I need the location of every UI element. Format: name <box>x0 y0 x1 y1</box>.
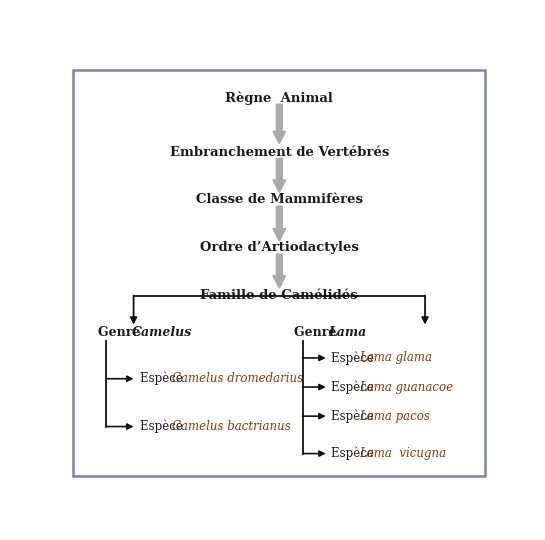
Text: Genre: Genre <box>98 327 144 340</box>
Text: Famille de Camélidés: Famille de Camélidés <box>201 289 358 302</box>
Text: Classe de Mammifères: Classe de Mammifères <box>196 193 363 206</box>
Text: Espèce: Espèce <box>331 351 378 364</box>
Text: Ordre d’Artiodactyles: Ordre d’Artiodactyles <box>200 241 359 254</box>
Text: Lama: Lama <box>329 327 367 340</box>
Text: Camelus: Camelus <box>132 327 192 340</box>
Text: Espèce: Espèce <box>140 372 186 386</box>
FancyArrow shape <box>273 158 286 192</box>
Text: Lama glama: Lama glama <box>360 352 433 365</box>
Text: Espèce: Espèce <box>331 380 378 394</box>
Text: Genre: Genre <box>294 327 341 340</box>
Text: Règne  Animal: Règne Animal <box>226 91 333 105</box>
Text: Lama pacos: Lama pacos <box>360 410 431 423</box>
FancyArrow shape <box>273 254 286 288</box>
Text: Espèce: Espèce <box>331 409 378 423</box>
Text: Espèce: Espèce <box>331 447 378 460</box>
FancyArrow shape <box>273 206 286 241</box>
Text: Camelus bactrianus: Camelus bactrianus <box>172 420 290 433</box>
Text: Embranchement de Vertébrés: Embranchement de Vertébrés <box>169 146 389 159</box>
Text: Lama  vicugna: Lama vicugna <box>360 447 447 460</box>
FancyArrow shape <box>273 104 286 144</box>
Text: Lama guanacoe: Lama guanacoe <box>360 381 453 394</box>
Text: Espèce: Espèce <box>140 420 186 433</box>
Text: Camelus dromedarius: Camelus dromedarius <box>172 372 302 385</box>
